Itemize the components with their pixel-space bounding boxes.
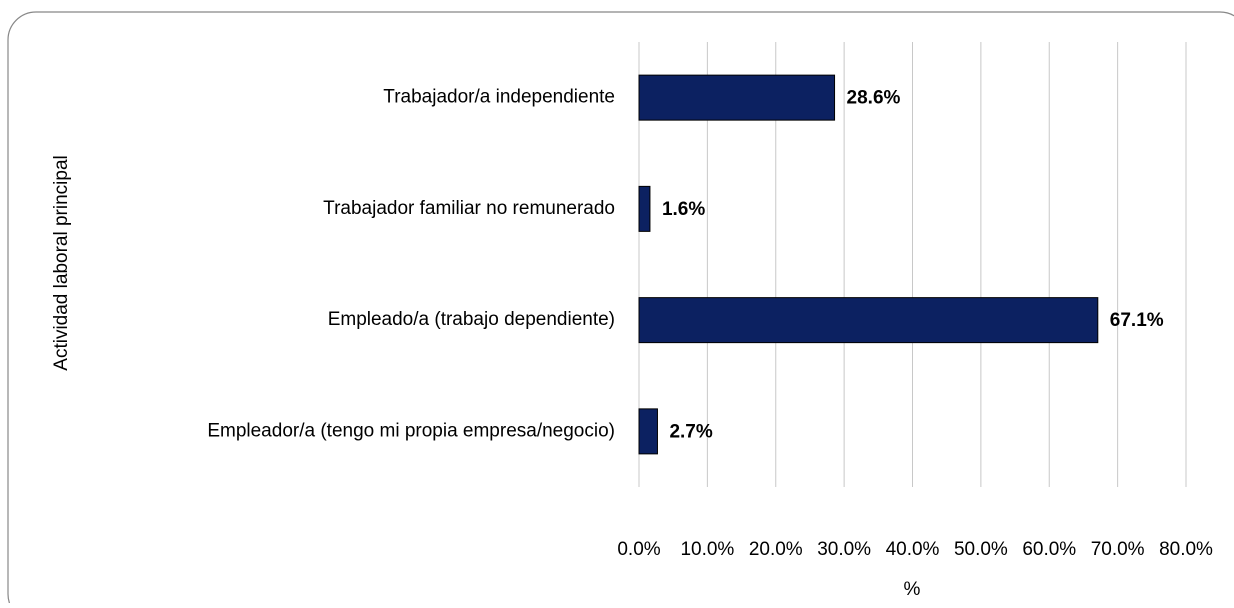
x-axis-title: % xyxy=(904,579,921,600)
y-tick-label: Empleador/a (tengo mi propia empresa/neg… xyxy=(207,420,615,441)
y-tick-label: Trabajador familiar no remunerado xyxy=(323,198,615,219)
x-tick-label: 20.0% xyxy=(749,539,803,560)
data-label: 67.1% xyxy=(1110,310,1164,331)
bar xyxy=(638,74,836,121)
data-label: 1.6% xyxy=(662,199,705,220)
chart-frame xyxy=(7,11,1234,608)
bar xyxy=(638,185,651,232)
data-label: 2.7% xyxy=(669,421,712,442)
x-tick-label: 70.0% xyxy=(1091,539,1145,560)
y-tick-label: Empleado/a (trabajo dependiente) xyxy=(328,309,615,330)
x-tick-label: 30.0% xyxy=(817,539,871,560)
x-tick-label: 40.0% xyxy=(886,539,940,560)
bar xyxy=(638,297,1099,344)
x-tick-label: 0.0% xyxy=(617,539,660,560)
x-tick-label: 10.0% xyxy=(680,539,734,560)
data-label: 28.6% xyxy=(847,88,901,109)
y-axis-title: Actividad laboral principal xyxy=(51,155,72,370)
bar xyxy=(638,408,658,455)
x-tick-label: 80.0% xyxy=(1159,539,1213,560)
y-tick-label: Trabajador/a independiente xyxy=(383,87,615,108)
x-tick-label: 50.0% xyxy=(954,539,1008,560)
x-tick-label: 60.0% xyxy=(1022,539,1076,560)
